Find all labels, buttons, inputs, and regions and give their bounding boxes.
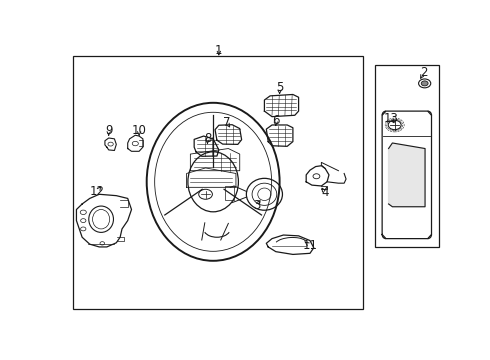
Text: 8: 8 [204,132,211,145]
Circle shape [421,81,428,86]
Text: 11: 11 [302,239,318,252]
Text: 3: 3 [253,199,261,212]
Text: 13: 13 [384,112,398,125]
Text: 9: 9 [105,124,113,137]
Text: 10: 10 [132,124,147,137]
Bar [374,66,439,247]
Text: 6: 6 [272,114,280,127]
Text: 2: 2 [420,66,428,79]
Bar [73,56,363,309]
Text: 4: 4 [321,186,329,199]
Text: 1: 1 [215,44,222,57]
Polygon shape [389,143,425,207]
Text: 12: 12 [90,185,105,198]
Text: 7: 7 [222,116,230,129]
Text: 5: 5 [276,81,283,94]
Bar [224,186,234,200]
